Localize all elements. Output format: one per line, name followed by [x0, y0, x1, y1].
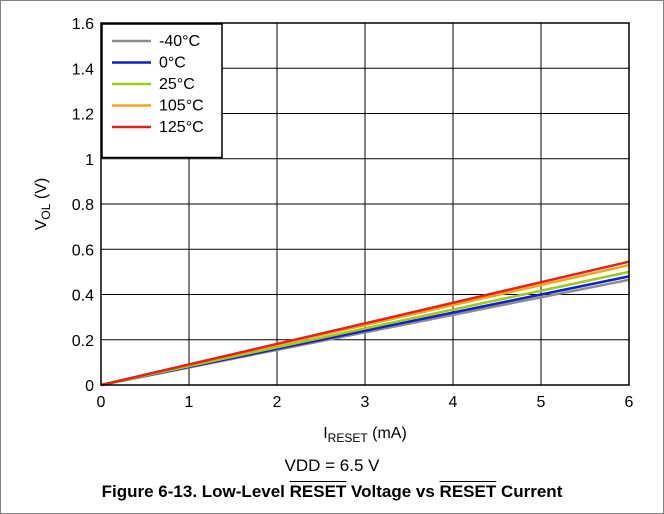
y-tick-label: 1 — [85, 152, 94, 169]
y-tick-label: 0.2 — [72, 333, 94, 350]
legend-box — [101, 23, 223, 159]
series-line — [100, 260, 630, 387]
legend-label: 125°C — [159, 119, 204, 136]
legend-label: 0°C — [159, 55, 186, 72]
legend-label: 25°C — [159, 76, 195, 93]
x-tick-label: 2 — [273, 394, 282, 411]
x-tick-label: 6 — [625, 394, 634, 411]
y-tick-label: 1.4 — [72, 61, 94, 78]
series-lines — [100, 260, 630, 387]
y-tick-label: 0 — [85, 378, 94, 395]
legend: -40°C 0°C 25°C 105°C 125°C — [101, 23, 223, 159]
plot-area — [100, 22, 630, 386]
y-axis-label: VOL (V) — [33, 178, 53, 230]
figure-caption: Figure 6-13. Low-Level RESET Voltage vs … — [101, 482, 563, 501]
x-tick-label: 5 — [537, 394, 546, 411]
y-tick-label: 0.6 — [72, 242, 94, 259]
y-tick-label: 0.4 — [72, 288, 94, 305]
y-tick-label: 0.8 — [72, 197, 94, 214]
test-condition: VDD = 6.5 V — [284, 456, 380, 475]
x-tick-label: 3 — [361, 394, 370, 411]
y-tick-label: 1.2 — [72, 107, 94, 124]
legend-label: -40°C — [159, 33, 200, 50]
legend-label: 105°C — [159, 98, 204, 115]
x-axis-label: IRESET (mA) — [323, 425, 407, 445]
tick-labels: 0 1 2 3 4 5 6 0 0.2 0.4 0.6 0.8 1 1.2 1.4 1.6 — [72, 16, 634, 411]
x-tick-label: 4 — [449, 394, 458, 411]
x-tick-label: 0 — [97, 394, 106, 411]
x-tick-label: 1 — [185, 394, 194, 411]
y-tick-label: 1.6 — [72, 16, 94, 33]
